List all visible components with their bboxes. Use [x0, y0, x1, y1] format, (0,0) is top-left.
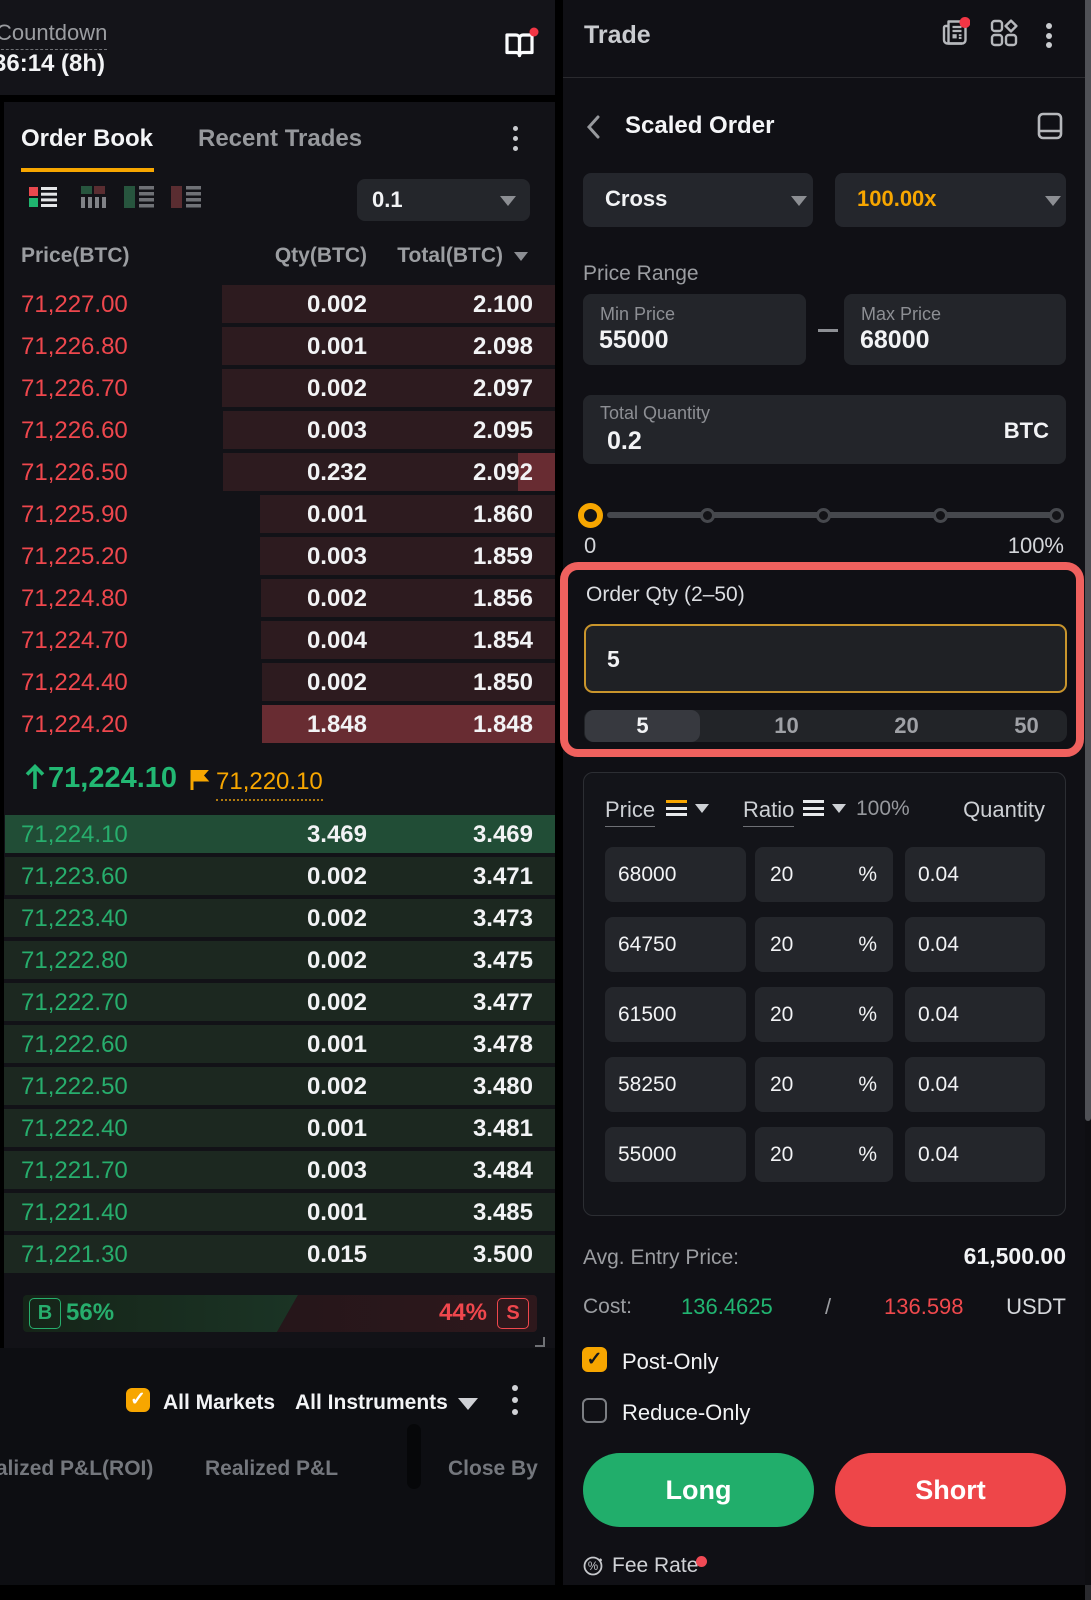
- svg-text:%: %: [588, 1561, 598, 1573]
